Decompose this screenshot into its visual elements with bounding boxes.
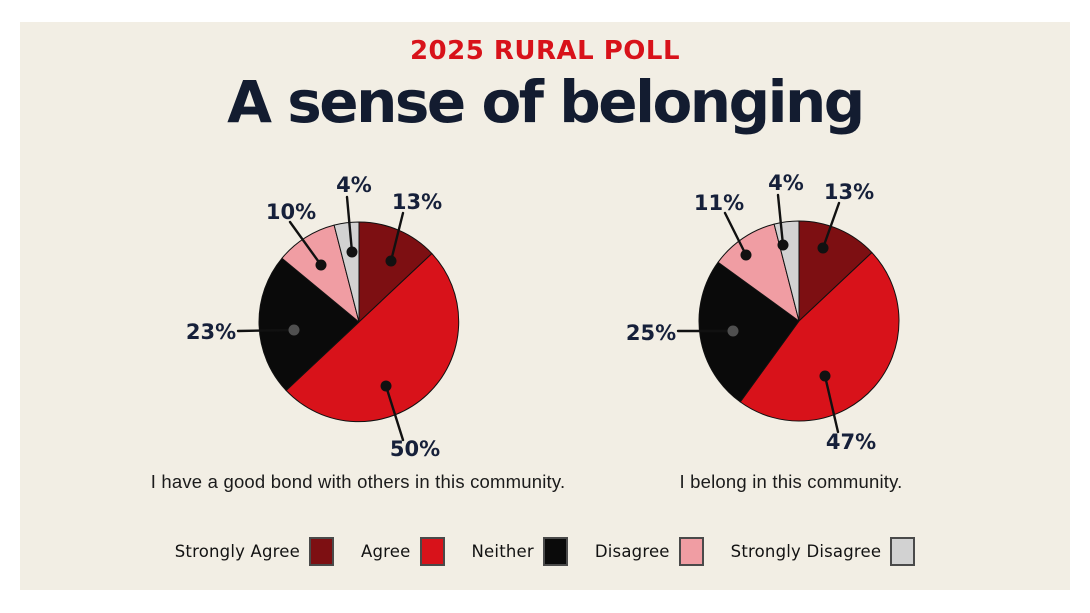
- legend-swatch-strongly-agree: [309, 537, 335, 566]
- pct-label-agree: 47%: [826, 430, 876, 454]
- pie-chart-belong: 13% 47% 25% 11% 4%: [626, 171, 900, 454]
- pie-wedge-agree: [739, 252, 900, 422]
- legend-swatch-strongly-disagree: [890, 537, 916, 566]
- infographic-canvas: 2025 RURAL POLL A sense of belonging 13%…: [20, 22, 1070, 590]
- legend-label: Disagree: [594, 542, 670, 561]
- leader-dot: [740, 249, 752, 261]
- legend-item-strongly-disagree: Strongly Disagree: [731, 537, 916, 566]
- kicker-text: 2025 RURAL POLL: [409, 36, 681, 66]
- chart-caption-belong: I belong in this community.: [679, 471, 903, 492]
- leader-lines: [676, 193, 841, 434]
- legend: Strongly Agree Agree Neither Disagree St…: [20, 537, 1070, 566]
- leader-line: [776, 193, 785, 247]
- leader-line: [288, 220, 323, 267]
- leader-line: [823, 374, 840, 434]
- leader-dot: [777, 239, 789, 251]
- legend-label: Agree: [361, 542, 411, 561]
- pct-label-strongly-agree: 13%: [824, 180, 874, 204]
- leader-dot: [817, 242, 829, 254]
- leader-lines: [236, 195, 405, 442]
- page-title: A sense of belonging: [227, 68, 865, 136]
- legend-swatch-agree: [419, 537, 445, 566]
- legend-label: Neither: [471, 542, 534, 561]
- pct-label-strongly-agree: 13%: [392, 190, 442, 214]
- leader-line: [389, 211, 405, 263]
- legend-swatch-disagree: [678, 537, 704, 566]
- legend-swatch-neither: [542, 537, 568, 566]
- legend-item-agree: Agree: [361, 537, 445, 566]
- leader-dot: [385, 255, 397, 267]
- leader-line: [345, 195, 354, 254]
- pct-label-strongly-disagree: 4%: [768, 171, 804, 195]
- leader-dot: [819, 370, 831, 382]
- pct-label-agree: 50%: [390, 437, 440, 461]
- pct-label-neither: 23%: [186, 320, 236, 344]
- legend-label: Strongly Disagree: [730, 542, 882, 561]
- legend-item-neither: Neither: [472, 537, 568, 566]
- leader-dot: [380, 380, 392, 392]
- leader-dot: [727, 325, 739, 337]
- pie-wedge-neither: [258, 257, 360, 391]
- leader-line: [384, 384, 405, 442]
- leader-dot: [315, 259, 327, 271]
- leader-line: [821, 201, 841, 250]
- pct-label-strongly-disagree: 4%: [336, 173, 372, 197]
- pct-labels: 13% 50% 23% 10% 4%: [186, 173, 442, 461]
- pie-chart-good-bond: 13% 50% 23% 10% 4%: [186, 173, 460, 461]
- pie-wedges: [258, 221, 460, 423]
- pie-wedge-neither: [698, 261, 800, 403]
- pie-wedge-agree: [285, 253, 460, 423]
- legend-item-strongly-agree: Strongly Agree: [174, 537, 335, 566]
- pct-label-disagree: 11%: [694, 191, 744, 215]
- pct-label-neither: 25%: [626, 321, 676, 345]
- leader-dot: [288, 324, 300, 336]
- legend-item-disagree: Disagree: [595, 537, 704, 566]
- leader-dot: [346, 246, 358, 258]
- pie-wedge-strongly-agree: [798, 220, 873, 322]
- leader-line: [236, 328, 296, 333]
- leader-line: [723, 211, 748, 257]
- pie-wedges: [698, 220, 900, 422]
- legend-label: Strongly Agree: [174, 542, 301, 561]
- pct-labels: 13% 47% 25% 11% 4%: [626, 171, 876, 454]
- chart-caption-good-bond: I have a good bond with others in this c…: [150, 471, 566, 492]
- pct-label-disagree: 10%: [266, 200, 316, 224]
